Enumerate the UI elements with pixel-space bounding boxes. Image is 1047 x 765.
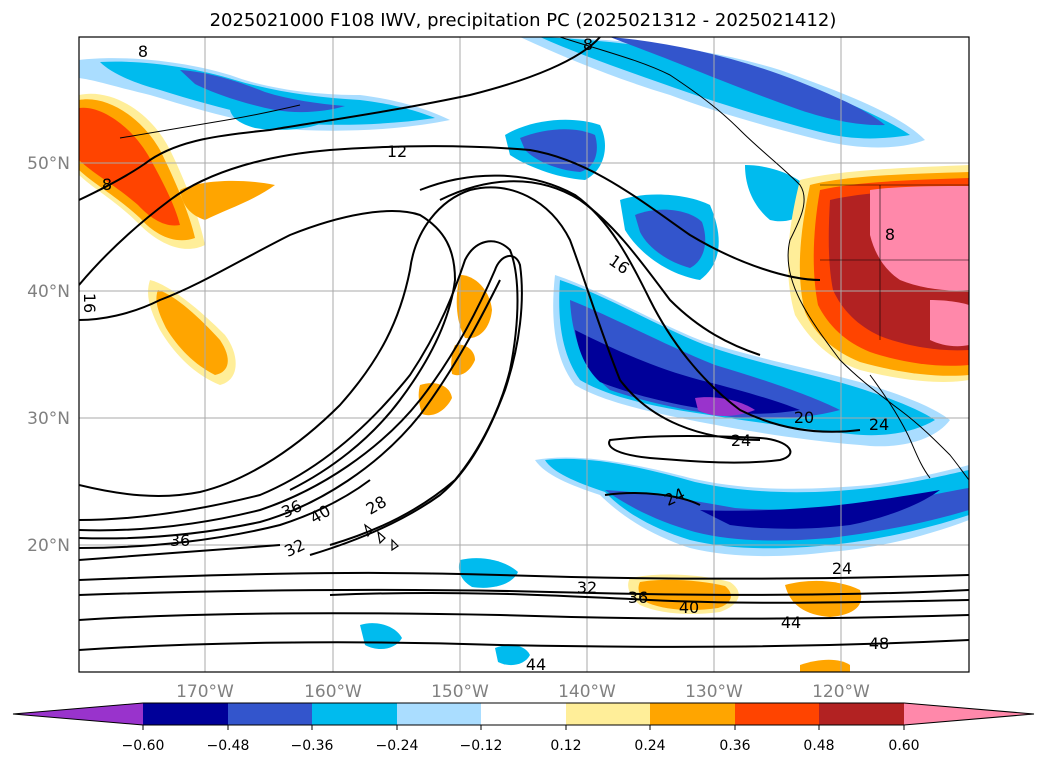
contour-label: 8	[583, 35, 593, 54]
precip-negative-area	[635, 209, 706, 268]
contour-label: 48	[869, 634, 889, 653]
precip-negative-area	[695, 397, 755, 416]
coastline	[119, 104, 301, 139]
colorbar-extend-low	[13, 703, 143, 725]
iwv-contour-44	[79, 612, 969, 621]
contour-label: 36	[170, 531, 190, 550]
precip-negative-area	[180, 70, 345, 113]
precip-negative-area	[520, 129, 597, 172]
precip-positive-area	[156, 290, 228, 375]
iwv-contour-12	[79, 145, 821, 286]
contour-label: 20	[794, 408, 814, 427]
precip-positive-area	[451, 344, 475, 376]
latitude-labels: 50°N 40°N 30°N 20°N	[27, 154, 70, 556]
iwv-contour-24	[604, 492, 701, 506]
contour-label: 44	[781, 613, 801, 632]
colorbar-extend-high	[904, 703, 1034, 725]
lat-label: 20°N	[27, 536, 70, 556]
figure-title: 2025021000 F108 IWV, precipitation PC (2…	[210, 10, 837, 31]
contour-label: 12	[387, 142, 407, 161]
contour-label: 24	[731, 431, 751, 450]
iwv-contour-16	[439, 180, 761, 356]
colorbar-segment	[228, 703, 312, 725]
iwv-contour-24	[608, 434, 792, 464]
lon-label: 160°W	[304, 682, 362, 702]
iwv-contours	[79, 37, 969, 651]
colorbar-tick-label: −0.60	[122, 738, 165, 754]
precip-positive-area	[800, 659, 850, 672]
precip-positive-area	[180, 180, 275, 220]
colorbar-segment	[650, 703, 735, 725]
precip-negative-area	[575, 330, 800, 414]
lon-label: 170°W	[176, 682, 234, 702]
iwv-contour-20	[419, 174, 861, 433]
precipitation-shading	[79, 37, 969, 672]
colorbar-segment	[819, 703, 904, 725]
lon-label: 140°W	[558, 682, 616, 702]
colorbar-tick-label: −0.12	[460, 738, 503, 754]
precip-negative-area	[495, 644, 530, 666]
contour-label: 36	[628, 588, 648, 607]
contour-label: 32	[577, 578, 597, 597]
coastline	[869, 374, 931, 479]
precip-positive-area	[870, 186, 969, 291]
iwv-contour-24	[79, 186, 761, 497]
iwv-contour-36	[79, 279, 501, 561]
colorbar-segment	[735, 703, 819, 725]
colorbar: −0.60 −0.48 −0.36 −0.24 −0.12 0.12 0.24 …	[12, 702, 1035, 754]
contour-label: 8	[885, 225, 895, 244]
colorbar-tick-label: 0.48	[803, 738, 834, 754]
colorbar-segment	[312, 703, 397, 725]
iwv-contour-8	[79, 37, 601, 201]
precip-negative-area	[700, 490, 940, 529]
iwv-contour-32	[79, 571, 969, 581]
state-border	[820, 184, 969, 340]
colorbar-tick-label: 0.36	[719, 738, 750, 754]
contour-label: 8	[138, 42, 148, 61]
colorbar-segment	[397, 703, 481, 725]
iwv-contour-32	[79, 255, 523, 556]
lat-label: 50°N	[27, 154, 70, 174]
colorbar-tick-label: 0.12	[550, 738, 581, 754]
colorbar-segment	[481, 703, 566, 725]
contour-label: 24	[832, 559, 852, 578]
lat-label: 40°N	[27, 282, 70, 302]
lon-label: 130°W	[685, 682, 743, 702]
lon-label: 150°W	[431, 682, 489, 702]
colorbar-tick-label: −0.48	[207, 738, 250, 754]
iwv-contour-36	[79, 588, 969, 596]
contour-label: 16	[80, 293, 99, 313]
colorbar-ticks	[142, 725, 905, 730]
lon-label: 120°W	[812, 682, 870, 702]
contour-label: 44	[526, 655, 546, 674]
colorbar-segment	[566, 703, 650, 725]
precip-positive-area	[930, 300, 969, 347]
contour-label: 24	[869, 415, 889, 434]
contour-label: 40	[679, 598, 699, 617]
contour-label: 8	[102, 175, 112, 194]
colorbar-tick-label: −0.36	[291, 738, 334, 754]
iwv-contour-48	[79, 639, 969, 651]
colorbar-tick-label: −0.24	[376, 738, 419, 754]
precip-negative-area	[458, 558, 518, 588]
precip-negative-area	[610, 37, 885, 126]
longitude-labels: 170°W 160°W 150°W 140°W 130°W 120°W	[176, 682, 870, 702]
lat-label: 30°N	[27, 409, 70, 429]
precip-positive-area	[79, 107, 180, 226]
iwv-contour-16	[79, 210, 457, 491]
map-frame	[78, 36, 970, 673]
coastline	[559, 37, 969, 481]
colorbar-tick-label: 0.24	[634, 738, 665, 754]
iwv-contour-40	[329, 591, 969, 604]
precip-positive-area	[785, 580, 862, 617]
iwv-contour-40	[79, 479, 371, 549]
colorbar-segment	[143, 703, 228, 725]
colorbar-tick-label: 0.60	[888, 738, 919, 754]
map-panel: 12 8 8 8 8 16 16 20 24 24 24 24 28 32 32…	[78, 35, 970, 674]
